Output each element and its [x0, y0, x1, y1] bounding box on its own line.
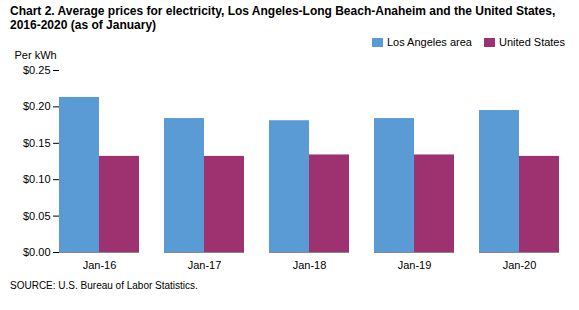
html-text:United States: United States	[499, 36, 565, 48]
svg-text:Jan-19: Jan-19	[398, 259, 432, 271]
html-text:Chart 2. Average prices for el: Chart 2. Average prices for electricity,…	[10, 4, 556, 32]
svg-text:$0.20: $0.20	[23, 100, 51, 112]
html-text:SOURCE: U.S. Bureau of Labor S: SOURCE: U.S. Bureau of Labor Statistics.	[10, 280, 198, 291]
svg-text:$0.05: $0.05	[23, 210, 51, 222]
svg-text:Per kWh: Per kWh	[15, 49, 57, 61]
svg-text:Jan-18: Jan-18	[293, 259, 327, 271]
svg-text:$0.00: $0.00	[23, 246, 51, 258]
svg-text:$0.10: $0.10	[23, 173, 51, 185]
svg-text:Jan-17: Jan-17	[188, 259, 222, 271]
svg-text:$0.15: $0.15	[23, 137, 51, 149]
svg-text:Jan-16: Jan-16	[83, 259, 117, 271]
html-text:Los Angeles area: Los Angeles area	[386, 36, 472, 48]
svg-text:$0.25: $0.25	[23, 64, 51, 76]
svg-text:Jan-20: Jan-20	[503, 259, 537, 271]
